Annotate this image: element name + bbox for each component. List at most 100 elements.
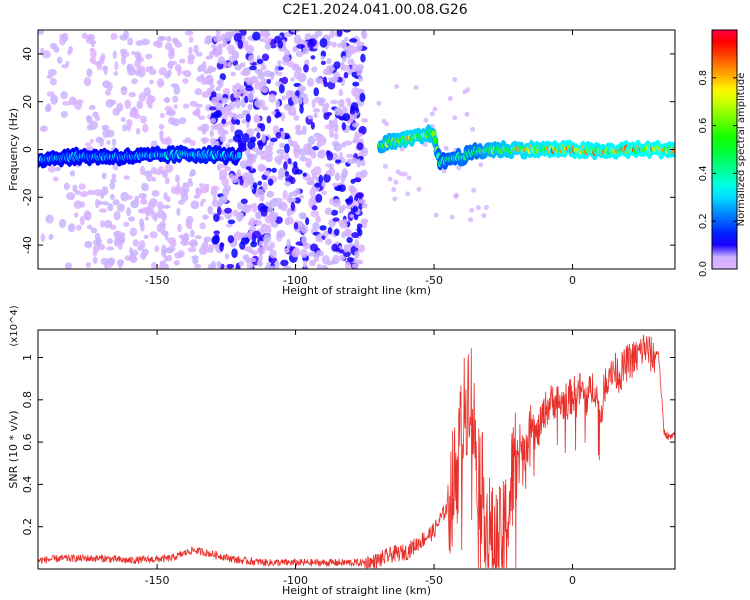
heatmap-speckle	[257, 246, 266, 255]
heatmap-speckle	[280, 111, 286, 122]
heatmap-speckle	[195, 186, 200, 197]
heatmap-speckle	[334, 132, 339, 141]
heatmap-speckle	[382, 163, 388, 169]
heatmap-speckle	[129, 227, 138, 237]
heatmap-speckle	[147, 200, 155, 211]
heatmap-speckle	[433, 212, 439, 218]
heatmap-speckle	[302, 172, 307, 177]
heatmap-speckle	[290, 77, 295, 82]
heatmap-speckle	[242, 254, 249, 261]
heatmap-speckle	[384, 121, 390, 127]
heatmap-speckle	[247, 104, 253, 111]
heatmap-speckle	[283, 134, 291, 140]
heatmap-speckle	[120, 191, 130, 202]
heatmap-speckle	[346, 237, 353, 244]
heatmap-speckle	[449, 214, 455, 220]
heatmap-speckle	[259, 196, 265, 202]
heatmap-speckle	[159, 35, 167, 41]
heatmap-speckle	[311, 33, 319, 40]
heatmap-speckle	[102, 128, 110, 139]
heatmap-speckle	[277, 60, 282, 67]
colorbar-tick-label: 0.8	[698, 70, 709, 86]
heatmap-speckle	[230, 175, 239, 184]
heatmap-speckle	[95, 198, 100, 209]
heatmap-speckle	[284, 170, 290, 177]
heatmap-speckle	[267, 205, 274, 213]
heatmap-speckle	[164, 164, 174, 173]
heatmap-speckle	[356, 158, 362, 168]
heatmap-speckle	[110, 32, 118, 41]
heatmap-speckle	[266, 245, 273, 252]
heatmap-speckle	[227, 235, 235, 244]
heatmap-speckle	[456, 165, 462, 171]
heatmap-speckle	[121, 55, 126, 66]
heatmap-speckle	[354, 131, 360, 140]
heatmap-speckle	[261, 106, 269, 111]
heatmap-speckle	[347, 58, 355, 66]
heatmap-speckle	[220, 97, 229, 104]
heatmap-speckle	[295, 129, 304, 136]
heatmap-speckle	[101, 172, 107, 180]
colorbar	[711, 29, 738, 270]
heatmap-speckle	[189, 100, 198, 107]
ridge-band-core	[432, 137, 438, 145]
heatmap-speckle	[352, 81, 360, 87]
heatmap-speckle	[346, 153, 355, 158]
heatmap-speckle	[79, 216, 85, 226]
heatmap-speckle	[332, 254, 340, 265]
heatmap-speckle	[261, 133, 266, 143]
heatmap-speckle	[171, 118, 181, 127]
heatmap-speckle	[195, 51, 203, 57]
heatmap-speckle	[198, 183, 205, 188]
heatmap-speckle	[226, 44, 236, 53]
heatmap-speckle	[311, 205, 318, 211]
heatmap-speckle	[194, 235, 202, 240]
heatmap-speckle	[293, 222, 299, 230]
heatmap-speckle	[264, 43, 272, 50]
heatmap-speckle	[342, 219, 349, 224]
heatmap-xlabel: Height of straight line (km)	[282, 284, 431, 297]
heatmap-speckle	[268, 140, 275, 147]
heatmap-speckle	[268, 256, 278, 264]
heatmap-speckle	[45, 214, 54, 224]
heatmap-speckle	[209, 129, 214, 138]
heatmap-speckle	[475, 205, 481, 211]
heatmap-speckle	[180, 239, 190, 246]
heatmap-speckle	[355, 44, 363, 52]
heatmap-speckle	[333, 75, 339, 81]
heatmap-speckle	[60, 91, 68, 100]
heatmap-speckle	[102, 65, 109, 72]
heatmap-speckle	[332, 198, 341, 208]
heatmap-speckle	[257, 122, 264, 129]
heatmap-speckle	[468, 217, 474, 223]
heatmap-speckle	[199, 222, 206, 230]
heatmap-speckle	[452, 76, 458, 82]
heatmap-speckle	[333, 123, 339, 133]
heatmap-speckle	[126, 194, 133, 200]
heatmap-speckle	[284, 49, 291, 57]
heatmap-speckle	[296, 43, 306, 49]
heatmap-speckle	[67, 49, 72, 56]
heatmap-speckle	[245, 85, 254, 92]
heatmap-speckle	[321, 255, 330, 265]
heatmap-speckle	[305, 157, 312, 167]
heatmap-speckle	[106, 81, 113, 92]
heatmap-speckle	[261, 53, 270, 62]
heatmap-speckle	[106, 257, 116, 266]
heatmap-speckle	[298, 221, 304, 228]
heatmap-speckle	[353, 177, 362, 183]
heatmap-speckle	[204, 39, 211, 45]
heatmap-speckle	[321, 103, 330, 108]
heatmap-speckle	[276, 229, 286, 238]
heatmap-speckle	[263, 70, 273, 78]
heatmap-speckle	[342, 113, 351, 122]
heatmap-speckle	[260, 223, 269, 233]
heatmap-speckle	[255, 188, 265, 198]
heatmap-speckle	[203, 69, 210, 75]
heatmap-speckle	[398, 171, 404, 177]
heatmap-speckle	[128, 216, 135, 222]
heatmap-speckle	[279, 153, 285, 160]
heatmap-speckle	[286, 238, 291, 249]
heatmap-speckle	[275, 131, 282, 139]
heatmap-speckle	[145, 53, 153, 60]
